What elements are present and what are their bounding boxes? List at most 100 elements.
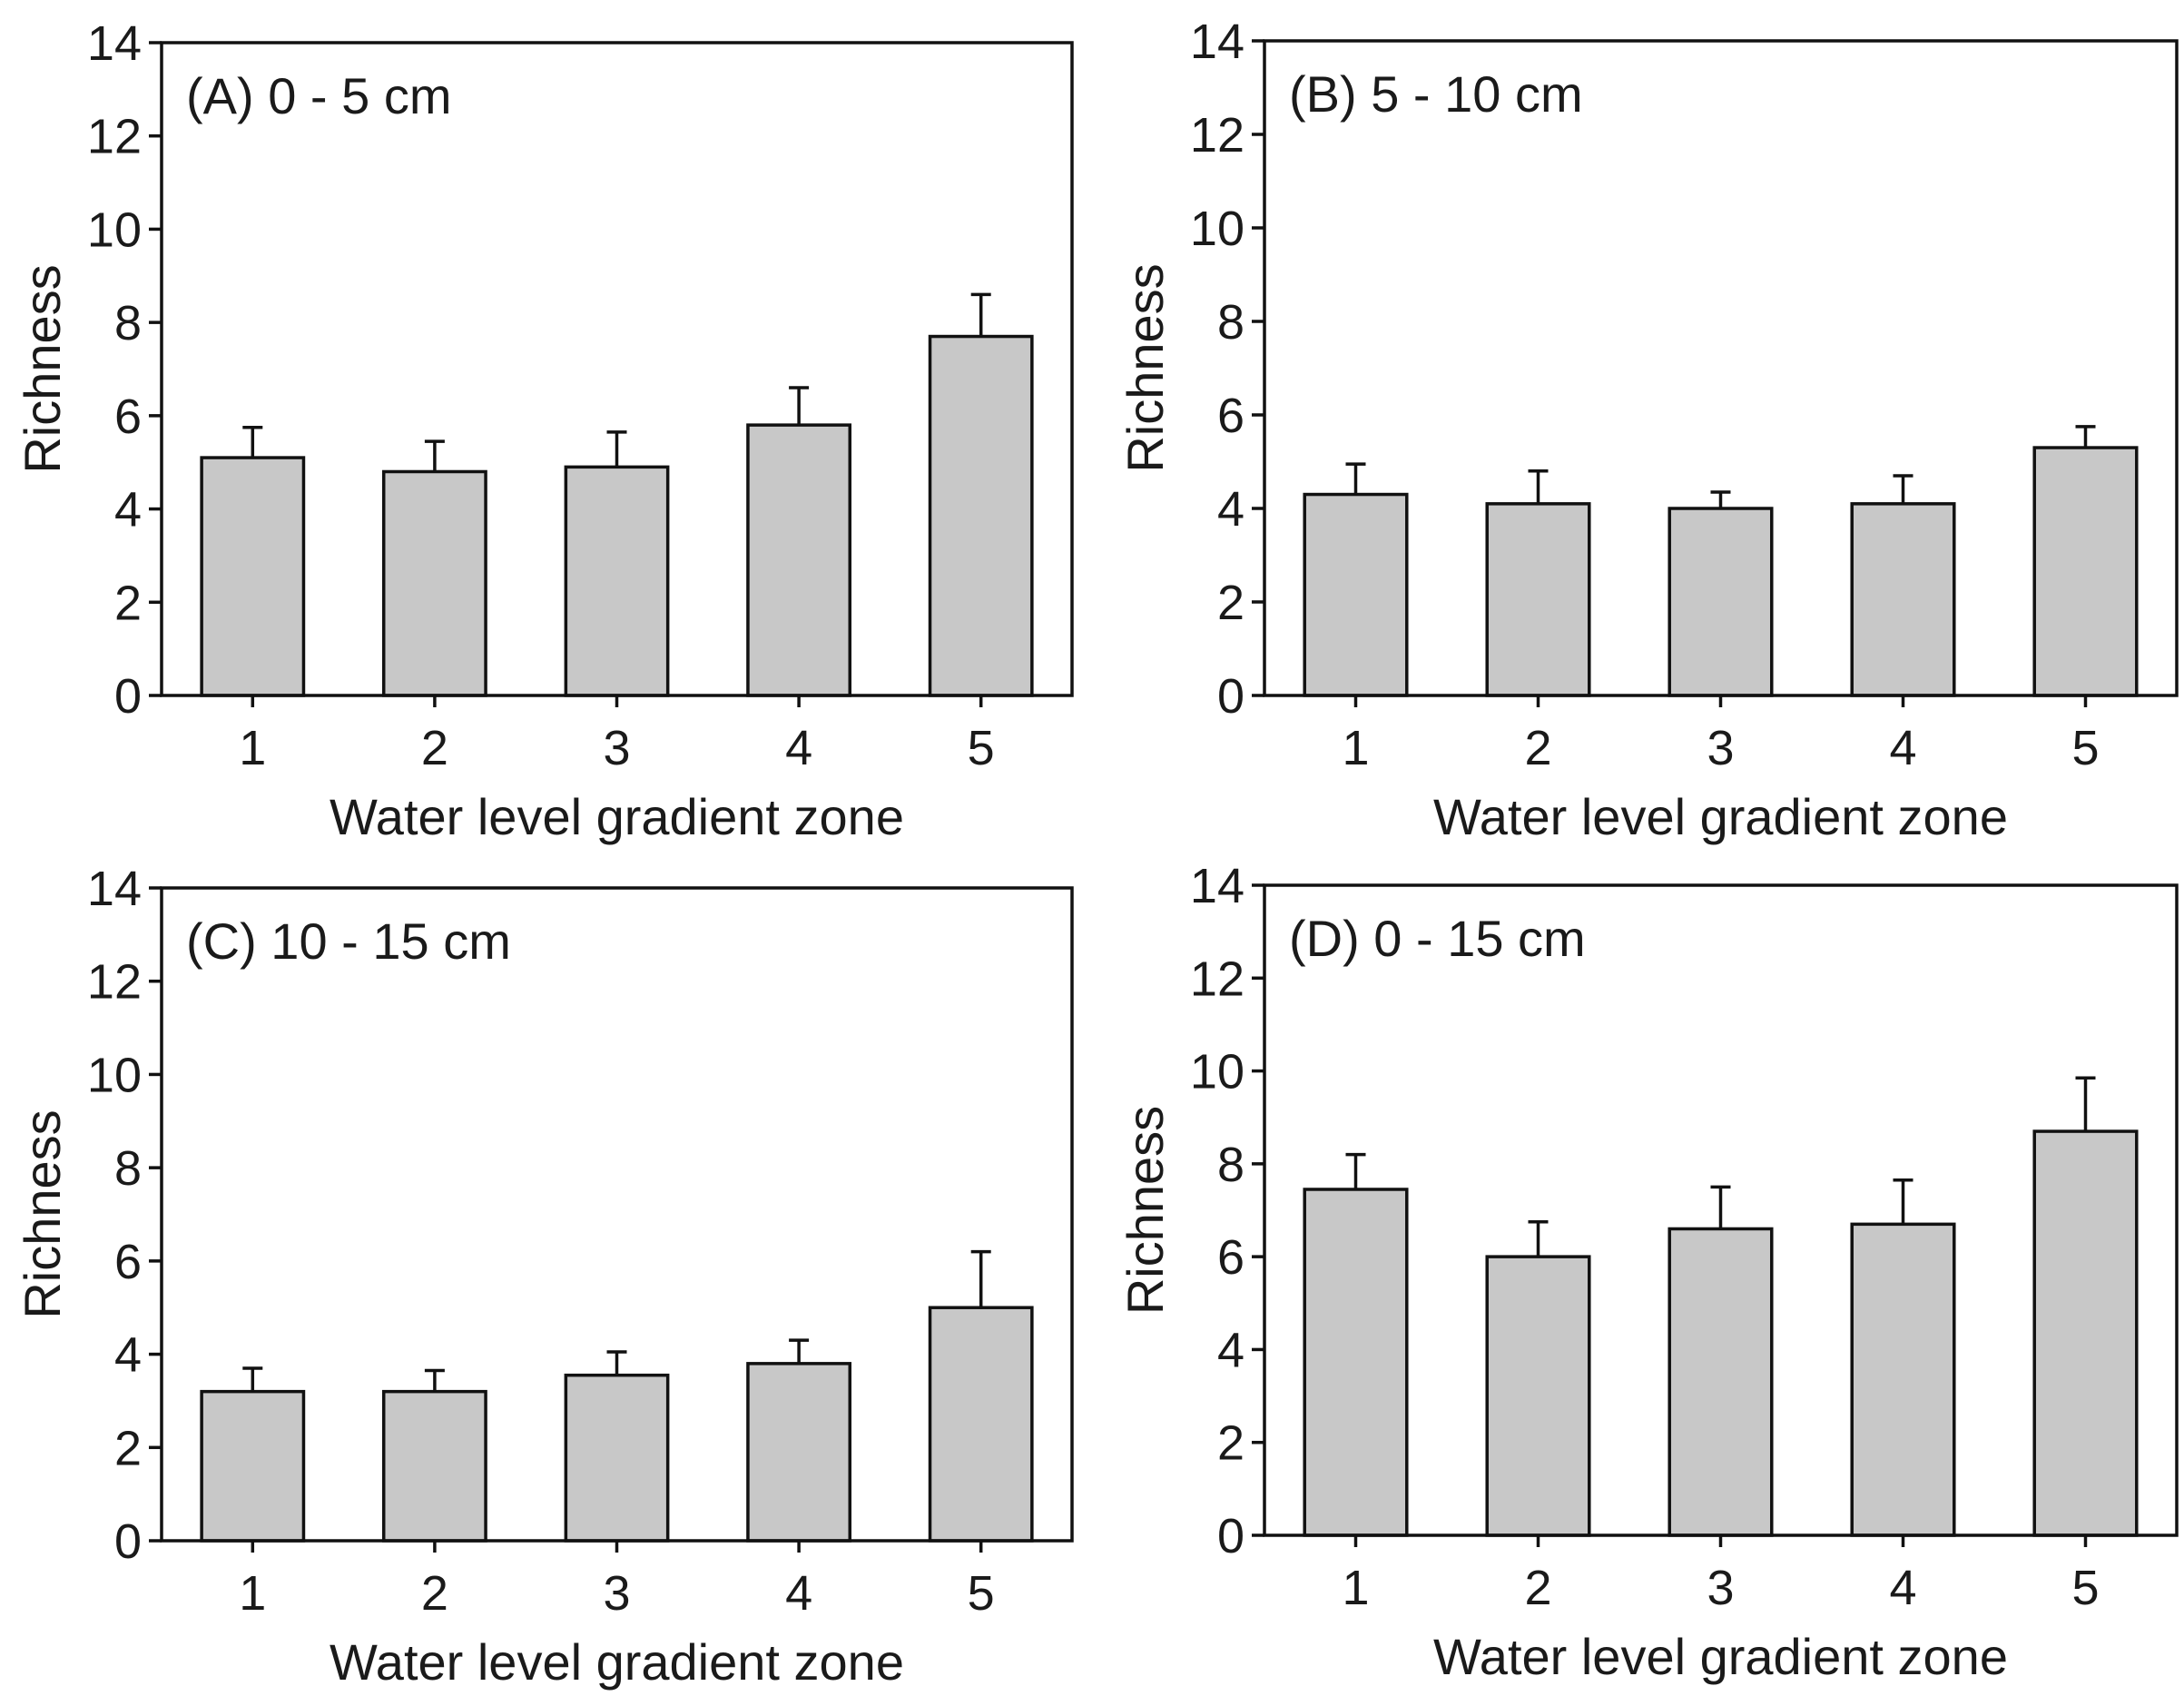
y-tick-label-b-6: 6	[1217, 389, 1244, 443]
x-tick-label-a-5: 5	[968, 721, 995, 775]
x-tick-label-b-2: 2	[1524, 721, 1551, 775]
y-tick-label-d-4: 4	[1217, 1323, 1244, 1377]
x-tick-label-a-1: 1	[239, 721, 266, 775]
x-tick-label-d-1: 1	[1342, 1561, 1369, 1615]
x-tick-label-b-4: 4	[1889, 721, 1916, 775]
y-tick-label-d-0: 0	[1217, 1509, 1244, 1563]
y-axis-title-c: Richness	[14, 1109, 71, 1318]
x-tick-label-d-2: 2	[1524, 1561, 1551, 1615]
panel-label-a: (A) 0 - 5 cm	[186, 67, 451, 124]
x-tick-label-c-5: 5	[968, 1566, 995, 1621]
y-tick-label-b-0: 0	[1217, 669, 1244, 724]
error-bar-a-5	[970, 292, 991, 337]
y-tick-label-c-14: 14	[87, 862, 142, 916]
bar-d-1	[1303, 1188, 1409, 1537]
bar-d-3	[1668, 1227, 1774, 1537]
error-bar-a-1	[242, 425, 263, 459]
y-tick-label-a-6: 6	[114, 389, 142, 444]
error-bar-b-2	[1528, 469, 1549, 504]
y-tick-label-b-2: 2	[1217, 576, 1244, 630]
bar-b-2	[1485, 502, 1591, 697]
y-tick-label-a-12: 12	[87, 110, 142, 164]
y-tick-label-c-10: 10	[87, 1048, 142, 1102]
y-tick-label-d-10: 10	[1190, 1045, 1244, 1099]
x-tick-label-b-1: 1	[1342, 721, 1369, 775]
y-tick-label-b-4: 4	[1217, 482, 1244, 537]
bar-a-4	[746, 423, 852, 697]
x-axis-title-c: Water level gradient zone	[330, 1633, 904, 1691]
error-bar-d-3	[1710, 1185, 1731, 1229]
y-tick-label-c-8: 8	[114, 1141, 142, 1196]
error-bar-b-4	[1893, 474, 1913, 504]
x-axis-title-a: Water level gradient zone	[330, 788, 904, 845]
y-tick-label-a-2: 2	[114, 576, 142, 630]
error-bar-d-5	[2075, 1076, 2096, 1132]
error-bar-c-1	[242, 1366, 263, 1392]
error-bar-c-4	[789, 1338, 810, 1364]
y-tick-label-c-12: 12	[87, 955, 142, 1010]
bar-a-2	[381, 469, 487, 697]
bar-c-1	[200, 1389, 306, 1543]
y-tick-label-d-8: 8	[1217, 1138, 1244, 1192]
bar-b-1	[1303, 492, 1409, 697]
y-axis-title-d: Richness	[1117, 1106, 1174, 1315]
bar-c-2	[381, 1389, 487, 1543]
error-bar-d-2	[1528, 1220, 1549, 1257]
y-tick-label-a-14: 14	[87, 16, 142, 71]
y-tick-label-d-14: 14	[1190, 859, 1244, 913]
x-tick-label-c-3: 3	[603, 1566, 630, 1621]
error-bar-b-5	[2075, 425, 2096, 449]
bar-a-1	[200, 456, 306, 697]
error-bar-c-2	[424, 1368, 445, 1392]
y-tick-label-c-6: 6	[114, 1235, 142, 1289]
x-tick-label-d-3: 3	[1707, 1561, 1734, 1615]
bar-b-4	[1850, 502, 1956, 697]
error-bar-b-1	[1345, 462, 1366, 495]
bar-a-3	[564, 465, 670, 697]
x-tick-label-c-4: 4	[785, 1566, 812, 1621]
y-tick-label-a-0: 0	[114, 669, 142, 724]
bar-c-3	[564, 1373, 670, 1543]
bar-b-5	[2032, 446, 2139, 697]
bar-c-4	[746, 1362, 852, 1543]
y-tick-label-c-0: 0	[114, 1514, 142, 1569]
y-tick-label-b-8: 8	[1217, 295, 1244, 350]
y-tick-label-d-12: 12	[1190, 952, 1244, 1006]
x-tick-label-b-3: 3	[1707, 721, 1734, 775]
error-bar-b-3	[1710, 490, 1731, 508]
x-tick-label-c-2: 2	[421, 1566, 448, 1621]
y-tick-label-b-10: 10	[1190, 202, 1244, 256]
error-bar-d-4	[1893, 1178, 1913, 1225]
x-tick-label-c-1: 1	[239, 1566, 266, 1621]
y-tick-label-d-6: 6	[1217, 1230, 1244, 1285]
error-bar-d-1	[1345, 1152, 1366, 1189]
x-axis-title-b: Water level gradient zone	[1433, 788, 2008, 845]
panel-label-b: (B) 5 - 10 cm	[1289, 65, 1583, 123]
y-axis-title-a: Richness	[14, 264, 71, 473]
y-tick-label-a-4: 4	[114, 483, 142, 537]
panel-label-c: (C) 10 - 15 cm	[186, 912, 511, 970]
error-bar-a-3	[606, 430, 627, 468]
y-tick-label-b-14: 14	[1190, 15, 1244, 69]
x-tick-label-d-4: 4	[1889, 1561, 1916, 1615]
error-bar-c-3	[606, 1350, 627, 1376]
y-tick-label-b-12: 12	[1190, 108, 1244, 163]
x-tick-label-a-3: 3	[603, 721, 630, 775]
bar-d-4	[1850, 1222, 1956, 1537]
bar-b-3	[1668, 507, 1774, 697]
x-tick-label-a-4: 4	[785, 721, 812, 775]
x-axis-title-d: Water level gradient zone	[1433, 1628, 2008, 1685]
bar-a-5	[928, 334, 1034, 697]
y-tick-label-c-2: 2	[114, 1421, 142, 1475]
y-axis-title-b: Richness	[1117, 263, 1174, 472]
error-bar-a-4	[789, 386, 810, 426]
panel-label-d: (D) 0 - 15 cm	[1289, 910, 1586, 967]
x-tick-label-d-5: 5	[2071, 1561, 2099, 1615]
x-tick-label-b-5: 5	[2071, 721, 2099, 775]
bar-d-5	[2032, 1129, 2139, 1537]
